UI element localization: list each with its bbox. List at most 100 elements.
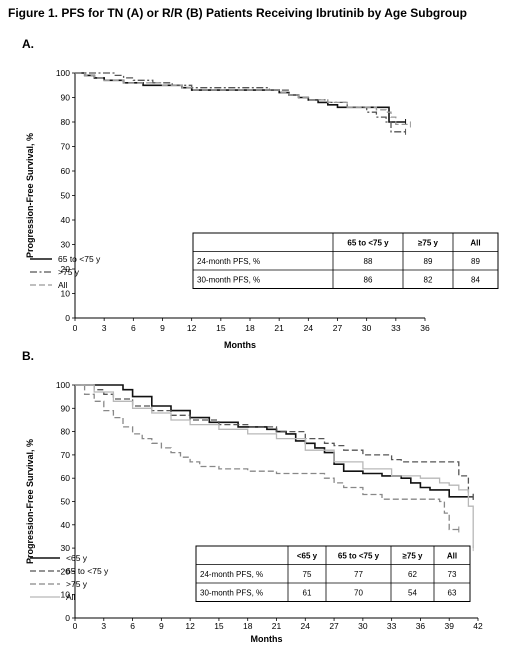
figure-title: Figure 1. PFS for TN (A) or R/R (B) Pati…: [8, 6, 467, 20]
x-tick-label: 0: [73, 323, 78, 333]
x-tick-label: 33: [391, 323, 401, 333]
table-header-cell: <65 y: [297, 551, 318, 560]
x-tick-label: 3: [101, 621, 106, 631]
table-value-cell: 88: [364, 257, 373, 266]
y-axis-title: Progression-Free Survival, %: [25, 133, 35, 258]
x-tick-label: 18: [245, 323, 255, 333]
y-tick-label: 10: [61, 289, 71, 299]
x-tick-label: 9: [160, 323, 165, 333]
y-tick-label: 80: [61, 427, 71, 437]
x-tick-label: 6: [130, 621, 135, 631]
y-tick-label: 30: [61, 543, 71, 553]
table-row-label: 30-month PFS, %: [200, 588, 263, 597]
y-tick-label: 50: [61, 191, 71, 201]
x-tick-label: 0: [73, 621, 78, 631]
x-tick-label: 30: [362, 323, 372, 333]
x-tick-label: 12: [187, 323, 197, 333]
x-axis-title: Months: [224, 340, 256, 350]
table-value-cell: 61: [303, 588, 312, 597]
legend-label-0: <65 y: [66, 553, 88, 563]
series-line-0: [75, 384, 474, 498]
series-line-1: [75, 384, 474, 498]
table-value-cell: 73: [448, 570, 457, 579]
x-tick-label: 21: [272, 621, 282, 631]
y-tick-label: 70: [61, 450, 71, 460]
y-tick-label: 100: [56, 380, 70, 390]
y-axis-title: Progression-Free Survival, %: [25, 439, 35, 564]
legend-label-3: All: [66, 592, 76, 602]
table-row-label: 24-month PFS, %: [197, 257, 260, 266]
x-tick-label: 24: [301, 621, 311, 631]
x-tick-label: 21: [274, 323, 284, 333]
table-value-cell: 82: [424, 275, 433, 284]
y-tick-label: 70: [61, 142, 71, 152]
x-tick-label: 30: [358, 621, 368, 631]
legend-label-1: 65 to <75 y: [66, 566, 109, 576]
x-tick-label: 6: [131, 323, 136, 333]
table-value-cell: 84: [471, 275, 480, 284]
panel-b-label: B.: [22, 349, 34, 363]
table-header-cell: 65 to <75 y: [347, 238, 389, 247]
summary-table: [195, 545, 471, 602]
y-tick-label: 90: [61, 93, 71, 103]
x-tick-label: 18: [243, 621, 253, 631]
y-tick-label: 30: [61, 240, 71, 250]
table-header-cell: 65 to <75 y: [338, 551, 380, 560]
x-tick-label: 27: [329, 621, 339, 631]
y-tick-label: 60: [61, 473, 71, 483]
x-tick-label: 36: [416, 621, 426, 631]
table-value-cell: 63: [448, 588, 457, 597]
x-tick-label: 39: [444, 621, 454, 631]
legend-label-1: >75 y: [58, 267, 80, 277]
y-tick-label: 20: [61, 264, 71, 274]
x-tick-label: 15: [214, 621, 224, 631]
y-tick-label: 20: [61, 566, 71, 576]
x-tick-label: 3: [102, 323, 107, 333]
legend-label-0: 65 to <75 y: [58, 254, 101, 264]
y-tick-label: 40: [61, 520, 71, 530]
y-tick-label: 100: [56, 68, 70, 78]
series-line-1: [75, 72, 406, 133]
y-tick-label: 50: [61, 497, 71, 507]
table-value-cell: 77: [354, 570, 363, 579]
series-line-3: [75, 384, 474, 549]
table-row-label: 24-month PFS, %: [200, 570, 263, 579]
x-tick-label: 36: [420, 323, 430, 333]
table-value-cell: 86: [364, 275, 373, 284]
x-tick-label: 15: [216, 323, 226, 333]
y-tick-label: 40: [61, 215, 71, 225]
x-axis-title: Months: [251, 634, 283, 644]
y-tick-label: 60: [61, 166, 71, 176]
y-tick-label: 90: [61, 403, 71, 413]
summary-table: [192, 232, 499, 289]
table-value-cell: 54: [408, 588, 417, 597]
y-tick-label: 0: [65, 613, 70, 623]
table-value-cell: 70: [354, 588, 363, 597]
x-tick-label: 9: [159, 621, 164, 631]
y-tick-label: 10: [61, 590, 71, 600]
series-line-2: [75, 72, 411, 126]
legend-label-2: >75 y: [66, 579, 88, 589]
table-value-cell: 75: [303, 570, 312, 579]
table-header-cell: ≥75 y: [403, 551, 424, 560]
table-value-cell: 89: [424, 257, 433, 266]
table-row-label: 30-month PFS, %: [197, 275, 260, 284]
panel-a-label: A.: [22, 37, 34, 51]
x-tick-label: 33: [387, 621, 397, 631]
x-tick-label: 24: [304, 323, 314, 333]
x-tick-label: 27: [333, 323, 343, 333]
legend-label-2: All: [58, 280, 68, 290]
table-value-cell: 62: [408, 570, 417, 579]
x-tick-label: 12: [185, 621, 195, 631]
table-header-cell: All: [470, 238, 480, 247]
series-line-0: [75, 72, 406, 123]
table-header-cell: All: [447, 551, 457, 560]
y-tick-label: 0: [65, 313, 70, 323]
table-header-cell: ≥75 y: [418, 238, 439, 247]
y-tick-label: 80: [61, 117, 71, 127]
table-value-cell: 89: [471, 257, 480, 266]
x-tick-label: 42: [473, 621, 483, 631]
